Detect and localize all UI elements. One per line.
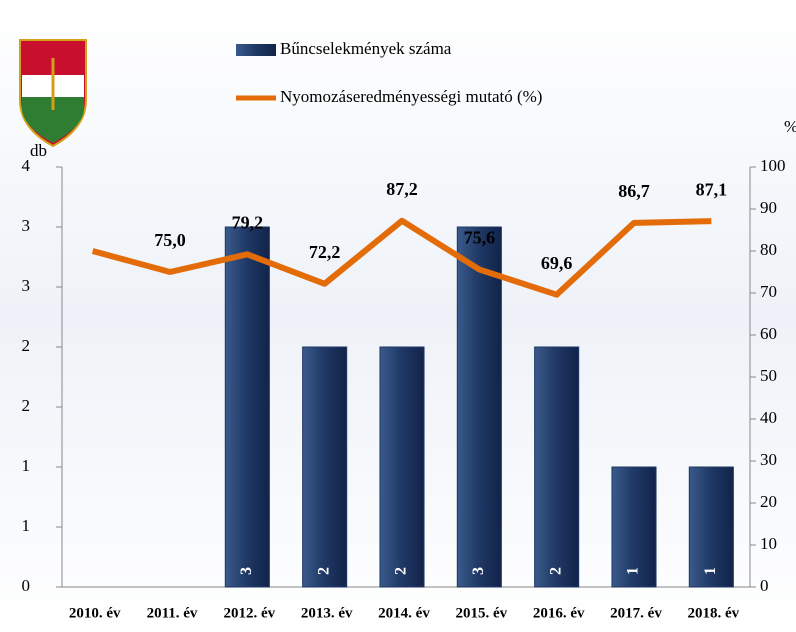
bar-label: 3 — [238, 567, 255, 575]
y-tick-label: 2 — [22, 336, 31, 355]
value-label: 87,2 — [386, 179, 418, 199]
x-tick-label: 2018. év — [687, 605, 739, 621]
bar-label: 2 — [315, 567, 332, 575]
value-label: 87,1 — [696, 179, 728, 199]
chart: Bűncselekmények száma Nyomozáseredményess… — [0, 0, 796, 632]
y2-tick-label: 0 — [760, 576, 769, 595]
value-label: 79,2 — [232, 212, 264, 232]
y2-tick-label: 30 — [760, 450, 777, 469]
y-tick-label: 4 — [22, 156, 31, 175]
bar-label: 2 — [547, 567, 564, 575]
y2-tick-label: 80 — [760, 240, 777, 259]
value-label: 69,6 — [541, 253, 573, 273]
bar-label: 1 — [625, 567, 642, 575]
y-tick-label: 0 — [22, 576, 31, 595]
y2-axis-label: % — [784, 117, 796, 136]
y2-tick-label: 20 — [760, 492, 777, 511]
bar — [380, 347, 424, 587]
x-tick-label: 2013. év — [301, 605, 353, 621]
y-tick-label: 1 — [22, 456, 31, 475]
value-label: 86,7 — [618, 181, 650, 201]
x-tick-label: 2011. év — [147, 605, 198, 621]
y2-tick-label: 70 — [760, 282, 777, 301]
bar — [303, 347, 347, 587]
value-label: 72,2 — [309, 242, 341, 262]
y-axis-label: db — [30, 141, 47, 160]
x-tick-label: 2010. év — [69, 605, 121, 621]
y2-tick-label: 90 — [760, 198, 777, 217]
y2-tick-label: 40 — [760, 408, 777, 427]
legend-label: Bűncselekmények száma — [280, 39, 452, 58]
y2-tick-label: 100 — [760, 156, 786, 175]
bar — [225, 227, 269, 587]
x-tick-label: 2012. év — [223, 605, 275, 621]
legend-label: Nyomozáseredményességi mutató (%) — [280, 87, 542, 106]
y-tick-label: 1 — [22, 516, 31, 535]
y2-tick-label: 50 — [760, 366, 777, 385]
x-tick-label: 2015. év — [455, 605, 507, 621]
y-tick-label: 3 — [22, 276, 31, 295]
y2-tick-label: 10 — [760, 534, 777, 553]
legend-swatch — [236, 44, 276, 56]
y-tick-label: 2 — [22, 396, 31, 415]
bar-label: 3 — [470, 567, 487, 575]
bar-label: 2 — [393, 567, 410, 575]
bar-label: 1 — [702, 567, 719, 575]
y-tick-label: 3 — [22, 216, 31, 235]
y2-tick-label: 60 — [760, 324, 777, 343]
x-tick-label: 2014. év — [378, 605, 430, 621]
bar — [457, 227, 501, 587]
x-tick-label: 2016. év — [533, 605, 585, 621]
bar — [535, 347, 579, 587]
value-label: 75,6 — [464, 228, 496, 248]
value-label: 75,0 — [154, 230, 186, 250]
x-tick-label: 2017. év — [610, 605, 662, 621]
